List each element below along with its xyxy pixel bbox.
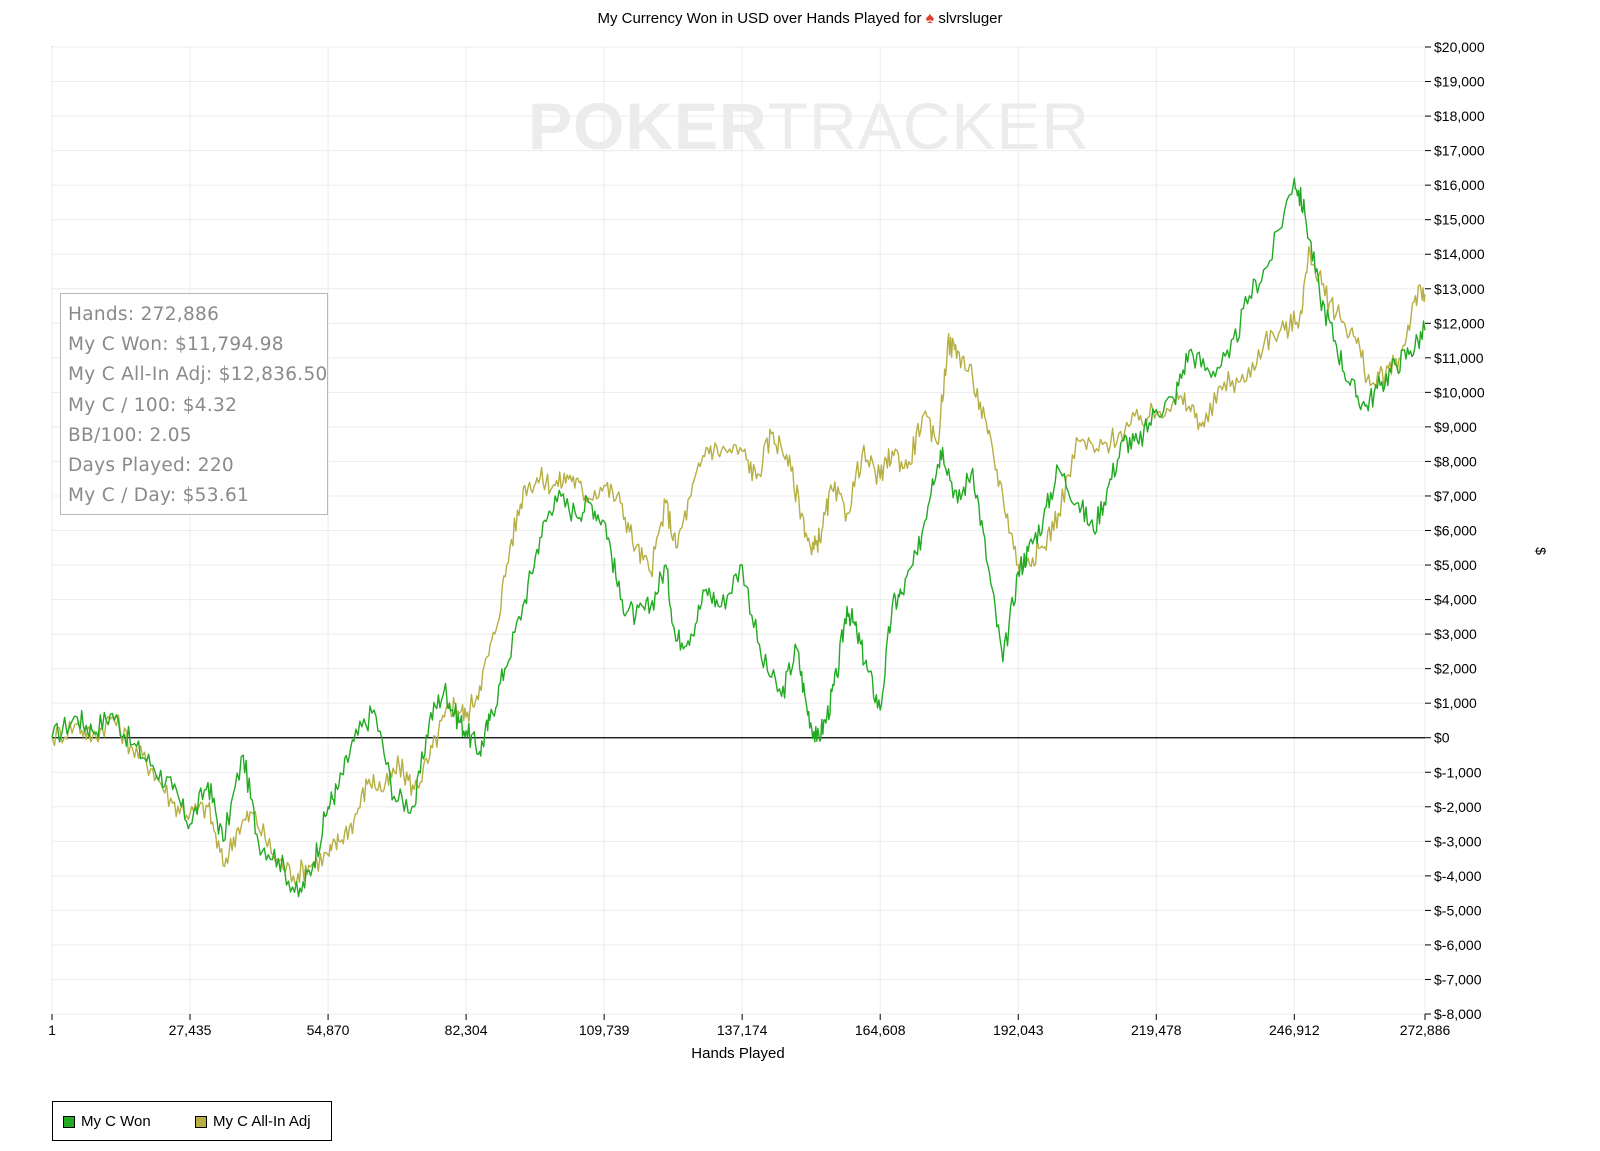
x-tick-label: 27,435 (169, 1022, 212, 1038)
y-axis-label: $ (1532, 547, 1549, 555)
x-tick-label: 82,304 (445, 1022, 488, 1038)
player-name: slvrsluger (938, 10, 1003, 27)
x-tick-label: 54,870 (307, 1022, 350, 1038)
stat-bb-per-100: BB/100: 2.05 (68, 424, 192, 446)
y-tick-label: $4,000 (1434, 592, 1477, 608)
y-tick-label: $16,000 (1434, 177, 1485, 193)
chart-title-text: My Currency Won in USD over Hands Played… (597, 10, 922, 27)
legend: My C Won My C All-In Adj (52, 1101, 332, 1141)
y-tick-label: $10,000 (1434, 384, 1485, 400)
y-tick-label: $20,000 (1434, 39, 1485, 55)
legend-swatch-won (63, 1115, 75, 1128)
y-tick-label: $2,000 (1434, 661, 1477, 677)
y-tick-label: $17,000 (1434, 143, 1485, 159)
y-tick-label: $9,000 (1434, 419, 1477, 435)
chart-title: My Currency Won in USD over Hands Played… (0, 10, 1600, 28)
y-tick-label: $14,000 (1434, 246, 1485, 262)
y-tick-label: $15,000 (1434, 212, 1485, 228)
y-tick-label: $18,000 (1434, 108, 1485, 124)
y-tick-label: $-6,000 (1434, 937, 1482, 953)
x-tick-label: 164,608 (855, 1022, 906, 1038)
stats-tooltip: Hands: 272,886 My C Won: $11,794.98 My C… (60, 293, 328, 515)
y-tick-label: $1,000 (1434, 695, 1477, 711)
y-tick-label: $0 (1434, 730, 1450, 746)
y-tick-label: $3,000 (1434, 626, 1477, 642)
y-tick-label: $11,000 (1434, 350, 1484, 366)
y-tick-label: $-3,000 (1434, 833, 1482, 849)
y-tick-label: $19,000 (1434, 74, 1485, 90)
x-tick-label: 219,478 (1131, 1022, 1182, 1038)
y-tick-label: $12,000 (1434, 315, 1485, 331)
series-group (51, 177, 1426, 898)
x-tick-label: 272,886 (1400, 1022, 1451, 1038)
y-tick-label: $-5,000 (1434, 902, 1482, 918)
y-tick-label: $-8,000 (1434, 1006, 1482, 1022)
stat-per-day: My C / Day: $53.61 (68, 485, 250, 507)
y-tick-label: $-7,000 (1434, 971, 1482, 987)
legend-swatch-allin-adj (195, 1115, 207, 1128)
series-line-my-c-won (51, 177, 1426, 898)
y-tick-label: $-4,000 (1434, 868, 1482, 884)
x-tick-label: 192,043 (993, 1022, 1044, 1038)
y-tick-label: $6,000 (1434, 523, 1477, 539)
x-tick-label: 246,912 (1269, 1022, 1320, 1038)
x-axis-label: Hands Played (691, 1045, 784, 1062)
stat-allin-adj: My C All-In Adj: $12,836.50 (68, 364, 328, 386)
y-tick-label: $13,000 (1434, 281, 1485, 297)
stat-per-100: My C / 100: $4.32 (68, 394, 238, 416)
y-tick-label: $-2,000 (1434, 799, 1482, 815)
legend-label-won: My C Won (81, 1113, 151, 1130)
series-line-my-c-all-in-adj (51, 245, 1426, 885)
grid (51, 46, 1426, 1015)
x-axis: 1 27,435 54,870 82,304 109,739 137,174 164,608… (48, 1014, 1451, 1038)
y-tick-label: $-1,000 (1434, 764, 1482, 780)
poker-site-icon: ♠ (925, 10, 935, 27)
y-axis: $20,000 $19,000 $18,000 $17,000 $16,000 $15,0… (1425, 39, 1485, 1022)
x-tick-label: 109,739 (579, 1022, 630, 1038)
x-tick-label: 1 (48, 1022, 56, 1038)
y-tick-label: $5,000 (1434, 557, 1477, 573)
legend-item-allin-adj[interactable]: My C All-In Adj (195, 1113, 311, 1130)
stat-days-played: Days Played: 220 (68, 455, 234, 477)
x-tick-label: 137,174 (717, 1022, 768, 1038)
legend-label-allin-adj: My C All-In Adj (213, 1113, 311, 1130)
stat-hands: Hands: 272,886 (68, 304, 220, 325)
y-tick-label: $7,000 (1434, 488, 1477, 504)
y-tick-label: $8,000 (1434, 453, 1477, 469)
legend-item-won[interactable]: My C Won (63, 1113, 151, 1130)
stat-won: My C Won: $11,794.98 (68, 334, 284, 356)
